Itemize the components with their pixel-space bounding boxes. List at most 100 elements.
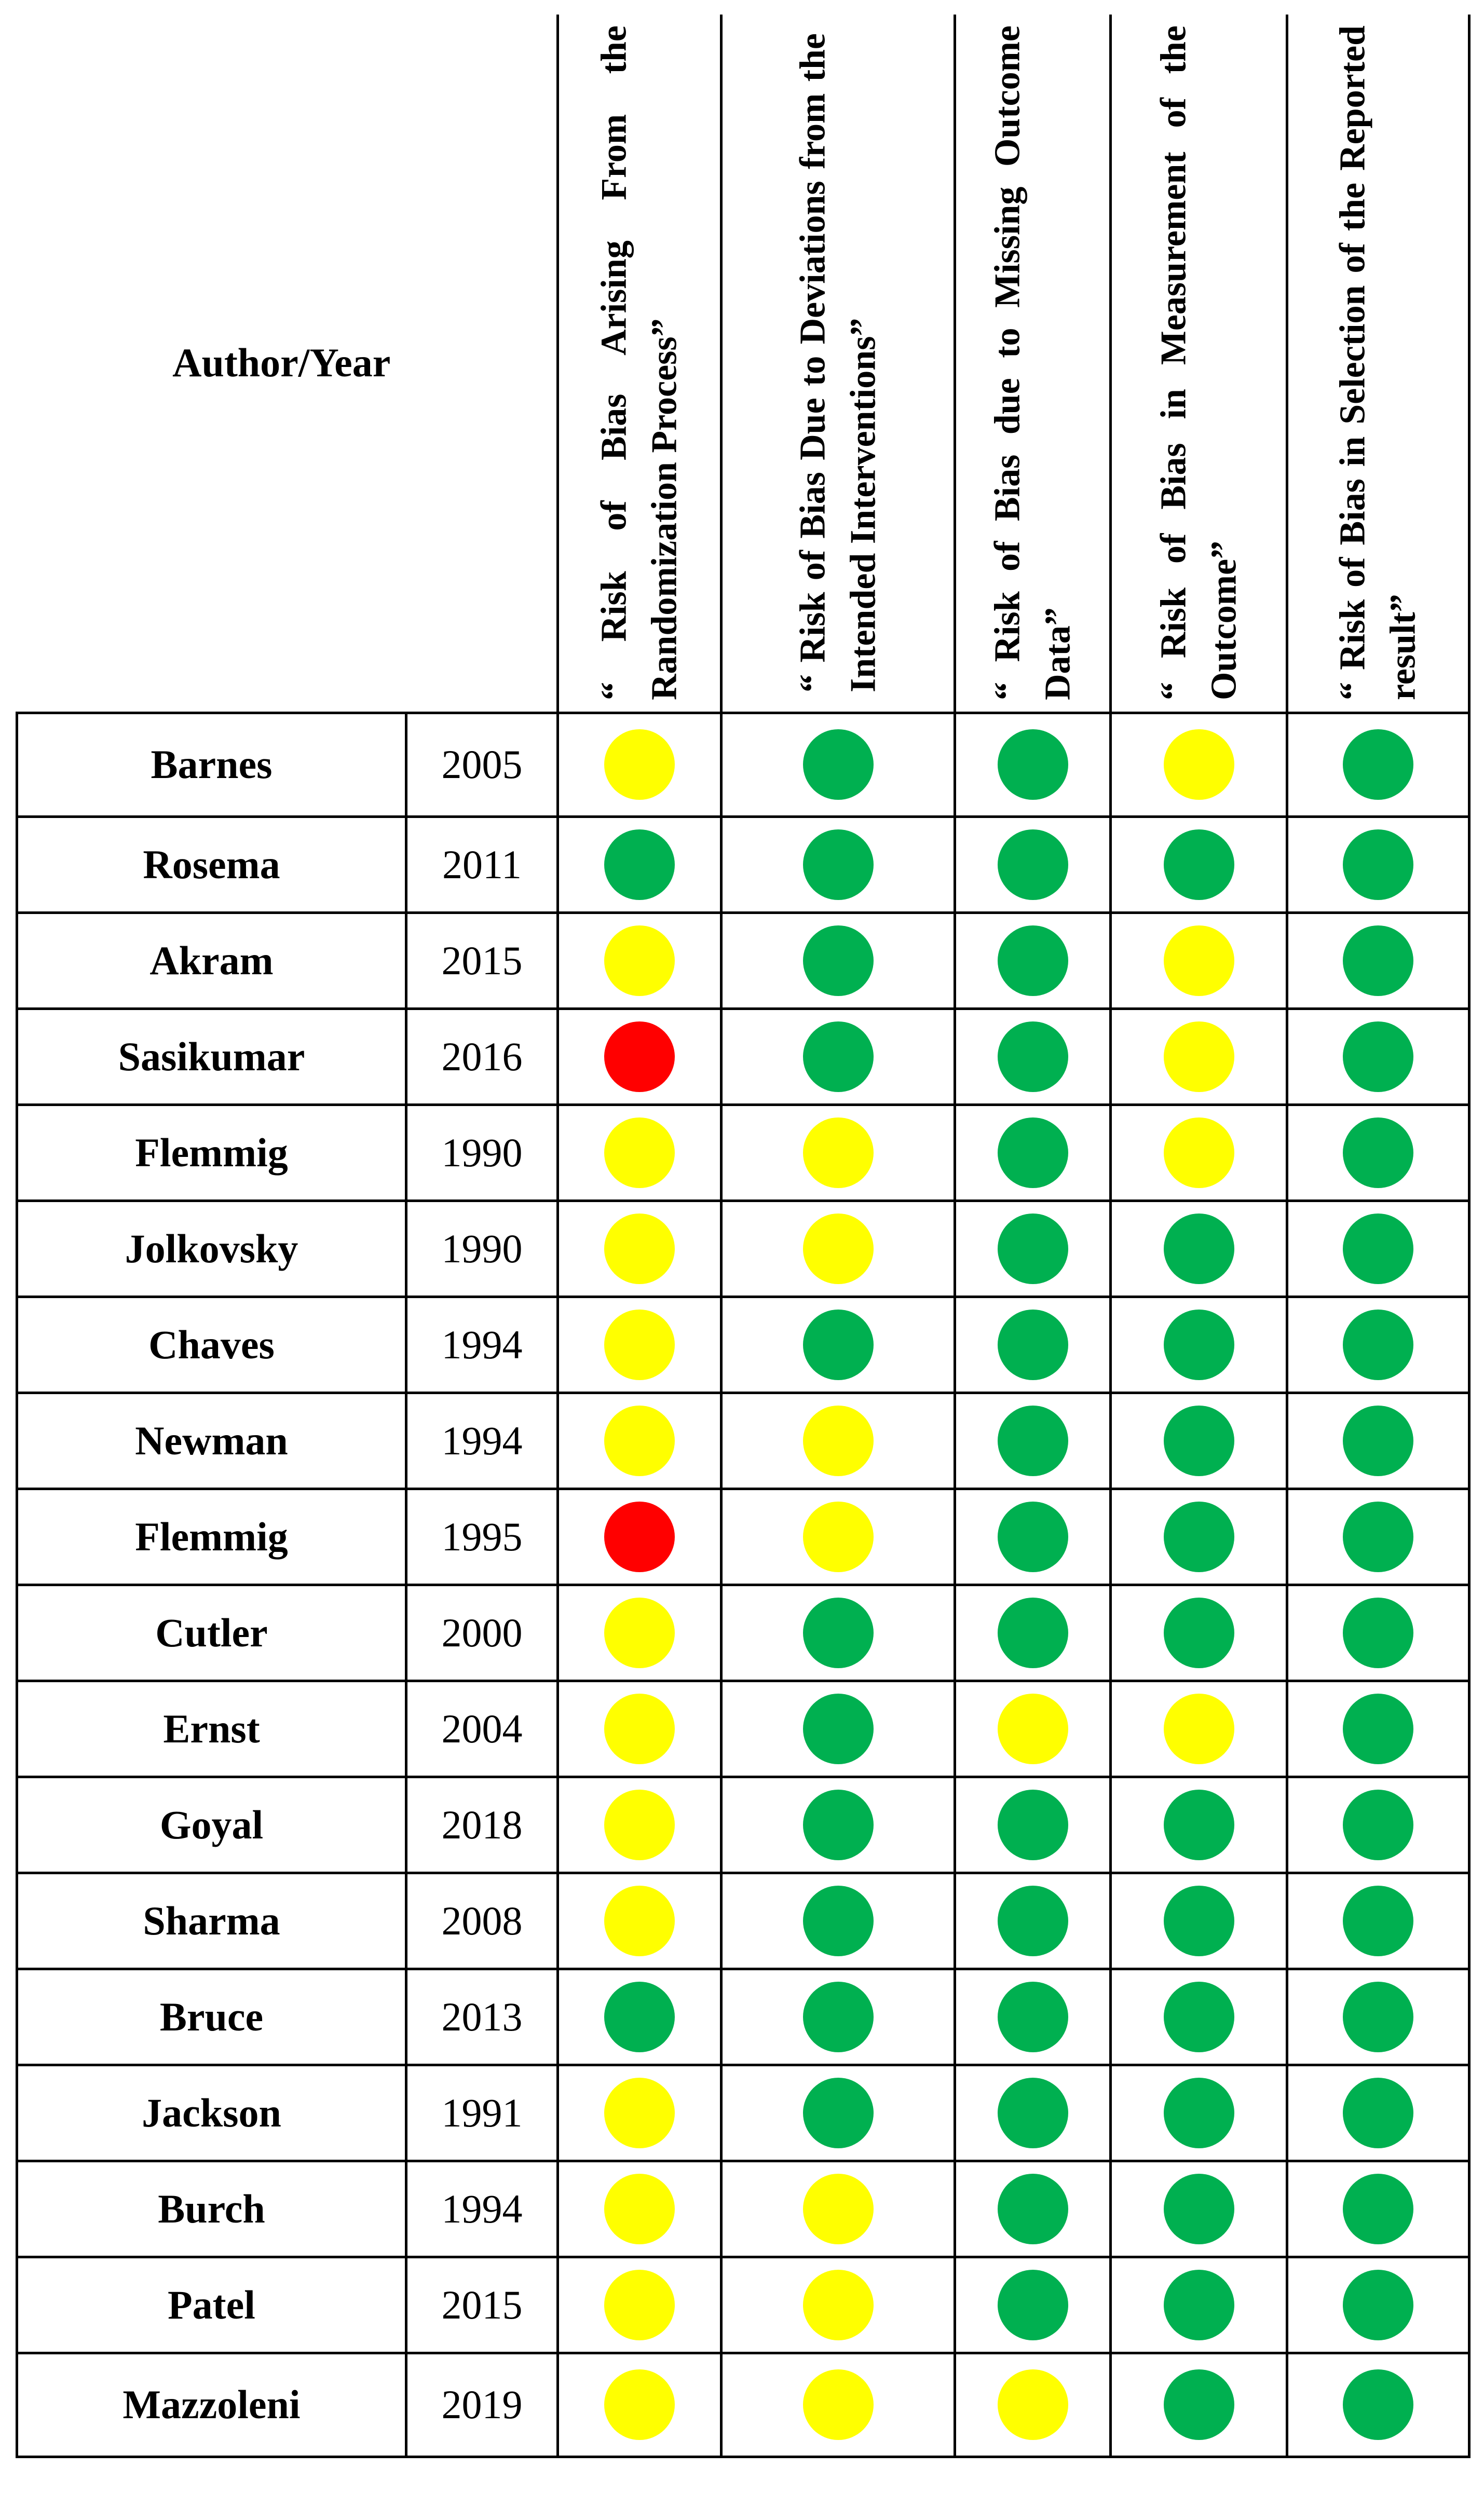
missing-data-rating-dot <box>997 2077 1068 2148</box>
rating-cell <box>1109 1679 1288 1778</box>
rating-cell <box>954 1775 1112 1874</box>
measurement-rating-dot <box>1163 1597 1234 1668</box>
measurement-rating-dot <box>1163 1117 1234 1188</box>
randomization-rating-dot <box>604 1597 675 1668</box>
rating-cell <box>1109 1391 1288 1490</box>
missing-data-rating-dot <box>997 1501 1068 1572</box>
rating-cell <box>1286 1583 1471 1682</box>
rating-cell <box>1286 1199 1471 1298</box>
missing-data-rating-dot <box>997 1597 1068 1668</box>
missing-data-rating-dot <box>997 1981 1068 2052</box>
missing-data-rating-dot <box>997 829 1068 900</box>
author-cell: Jackson <box>16 2063 407 2162</box>
deviations-rating-dot <box>802 1885 874 1956</box>
rating-cell <box>556 1295 723 1394</box>
randomization-rating-dot <box>604 1501 675 1572</box>
author-cell: Jolkovsky <box>16 1199 407 1298</box>
rating-cell <box>1109 1199 1288 1298</box>
rating-cell <box>556 815 723 914</box>
author-cell: Barnes <box>16 711 407 818</box>
author-cell: Bruce <box>16 1967 407 2066</box>
table-row: Sasikumar 2016 <box>16 1007 1471 1106</box>
selection-rating-dot <box>1343 1405 1413 1476</box>
rating-cell <box>954 711 1112 818</box>
measurement-rating-dot <box>1163 2269 1234 2340</box>
table-row: Chaves 1994 <box>16 1295 1471 1394</box>
selection-rating-dot <box>1343 925 1413 996</box>
rating-cell <box>1286 911 1471 1010</box>
rating-cell <box>1286 1295 1471 1394</box>
table-row: Flemmig 1990 <box>16 1103 1471 1202</box>
rating-cell <box>720 1103 956 1202</box>
rating-cell <box>1109 1871 1288 1970</box>
rating-cell <box>720 1295 956 1394</box>
rating-cell <box>954 1679 1112 1778</box>
rating-cell <box>556 1583 723 1682</box>
rating-cell <box>954 1871 1112 1970</box>
year-cell: 1990 <box>405 1199 559 1298</box>
rating-cell <box>720 1967 956 2066</box>
rating-cell <box>954 2351 1112 2458</box>
risk-of-bias-table: Author/Year “ Risk of Bias Arising From … <box>16 15 1471 2458</box>
rating-cell <box>556 1391 723 1490</box>
measurement-rating-dot <box>1163 1789 1234 1860</box>
table-row: Jolkovsky 1990 <box>16 1199 1471 1298</box>
rating-cell <box>1286 711 1471 818</box>
measurement-rating-dot <box>1163 1501 1234 1572</box>
table-header-row: Author/Year “ Risk of Bias Arising From … <box>17 15 1471 713</box>
rating-cell <box>720 711 956 818</box>
randomization-rating-dot <box>604 1213 675 1284</box>
author-cell: Goyal <box>16 1775 407 1874</box>
year-cell: 2019 <box>405 2351 559 2458</box>
selection-rating-dot <box>1343 1309 1413 1380</box>
author-cell: Cutler <box>16 1583 407 1682</box>
domain-header-missing-data: “ Risk of Bias due to Missing Outcome Da… <box>954 15 1112 713</box>
author-cell: Sasikumar <box>16 1007 407 1106</box>
rating-cell <box>1286 2159 1471 2258</box>
rating-cell <box>556 1775 723 1874</box>
rating-cell <box>720 2159 956 2258</box>
rating-cell <box>954 1007 1112 1106</box>
year-cell: 2016 <box>405 1007 559 1106</box>
rating-cell <box>556 1007 723 1106</box>
rating-cell <box>556 1871 723 1970</box>
domain-header-label: “ Risk of Bias Arising From the Randomiz… <box>594 25 684 701</box>
year-cell: 1991 <box>405 2063 559 2162</box>
author-cell: Ernst <box>16 1679 407 1778</box>
rating-cell <box>720 1391 956 1490</box>
measurement-rating-dot <box>1163 1213 1234 1284</box>
year-cell: 1994 <box>405 2159 559 2258</box>
rating-cell <box>954 911 1112 1010</box>
author-cell: Sharma <box>16 1871 407 1970</box>
deviations-rating-dot <box>802 729 874 800</box>
randomization-rating-dot <box>604 1117 675 1188</box>
rating-cell <box>556 2159 723 2258</box>
table-row: Sharma 2008 <box>16 1871 1471 1970</box>
rating-cell <box>556 1679 723 1778</box>
domain-header-label: “ Risk of Bias in Measurement of the Out… <box>1153 25 1244 701</box>
rating-cell <box>720 1775 956 1874</box>
rating-cell <box>556 2351 723 2458</box>
deviations-rating-dot <box>802 1213 874 1284</box>
rating-cell <box>1109 1775 1288 1874</box>
measurement-rating-dot <box>1163 1405 1234 1476</box>
rating-cell <box>720 1871 956 1970</box>
measurement-rating-dot <box>1163 1309 1234 1380</box>
randomization-rating-dot <box>604 1981 675 2052</box>
year-cell: 2000 <box>405 1583 559 1682</box>
rating-cell <box>1286 1679 1471 1778</box>
author-cell: Newman <box>16 1391 407 1490</box>
rating-cell <box>1286 1775 1471 1874</box>
randomization-rating-dot <box>604 2173 675 2244</box>
author-cell: Burch <box>16 2159 407 2258</box>
rating-cell <box>1109 1295 1288 1394</box>
author-cell: Chaves <box>16 1295 407 1394</box>
author-cell: Rosema <box>16 815 407 914</box>
rating-cell <box>1109 1487 1288 1586</box>
selection-rating-dot <box>1343 1213 1413 1284</box>
missing-data-rating-dot <box>997 1309 1068 1380</box>
domain-header-deviations: “ Risk of Bias Due to Deviations from th… <box>720 15 956 713</box>
measurement-rating-dot <box>1163 829 1234 900</box>
rating-cell <box>1286 1487 1471 1586</box>
missing-data-rating-dot <box>997 2269 1068 2340</box>
